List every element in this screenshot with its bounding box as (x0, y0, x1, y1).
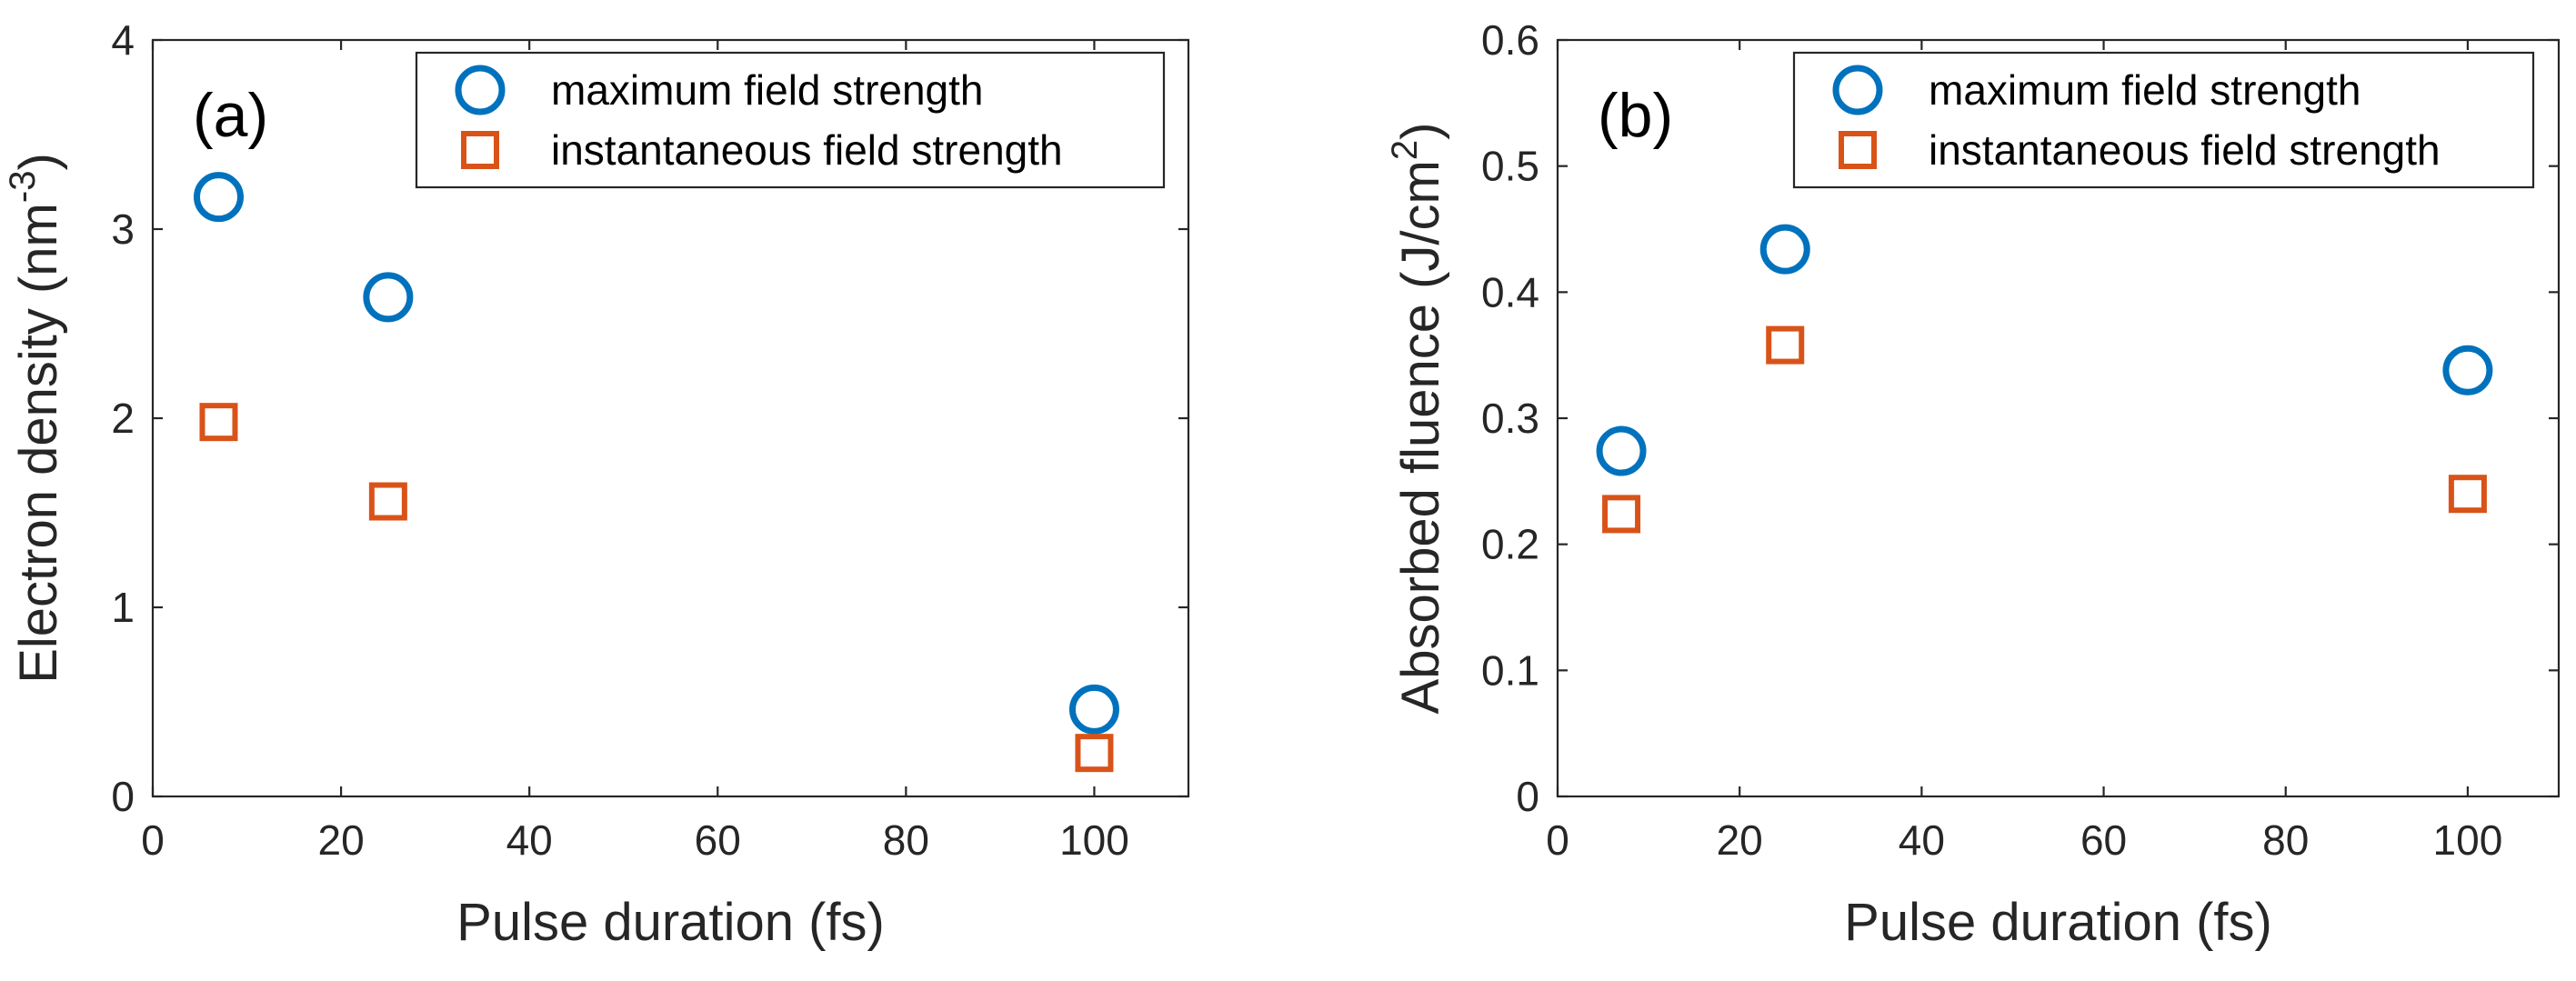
panel-a-electron-density: 0 20 40 60 80 100 0 1 2 3 4 Pulse duration (fs) Elec… (3, 16, 1190, 952)
y-tick-label-b: 0.6 (1481, 16, 1539, 64)
panel-label-b: (b) (1598, 81, 1673, 150)
panel-b-absorbed-fluence: 0 20 40 60 80 100 0 0.1 0.2 0.3 0.4 0.5 0.6 Pulse dur… (1385, 16, 2561, 952)
y-tick-label-b: 0 (1516, 773, 1539, 820)
panel-label-a: (a) (193, 81, 268, 150)
y-tick-label-b: 0.5 (1481, 143, 1539, 190)
legend-label-a: instantaneous field strength (551, 126, 1063, 174)
data-point-square-a (199, 403, 238, 442)
legend-label-b: maximum field strength (1929, 66, 2361, 114)
x-tick-label-a: 100 (1059, 816, 1129, 864)
data-point-square-a (368, 482, 407, 521)
data-point-circle-a (193, 172, 244, 223)
y-axis-title-closing-a: ) (9, 153, 68, 170)
x-tick-label-b: 40 (1899, 816, 1945, 864)
y-axis-title-a: Electron density (nm-3) (3, 153, 68, 684)
x-tick-label-b: 0 (1546, 816, 1569, 864)
y-axis-title-superscript-b: 2 (1385, 140, 1425, 160)
y-tick-label-a: 0 (111, 773, 135, 820)
legend-label-a: maximum field strength (551, 66, 984, 114)
legend-marker-circle-b (1832, 65, 1883, 115)
data-point-circle-b (2442, 345, 2493, 395)
data-point-square-b (1602, 495, 1641, 534)
x-tick-label-b: 20 (1717, 816, 1763, 864)
x-tick-label-a: 60 (695, 816, 741, 864)
x-axis-title-b: Pulse duration (fs) (1844, 893, 2272, 952)
y-tick-label-b: 0.1 (1481, 646, 1539, 694)
data-point-square-b (2448, 475, 2487, 514)
y-axis-title-b: Absorbed fluence (J/cm2) (1385, 123, 1450, 715)
y-axis-title-superscript-a: -3 (3, 171, 43, 204)
x-tick-label-a: 40 (506, 816, 553, 864)
data-point-circle-a (1068, 684, 1119, 735)
y-tick-label-b: 0.4 (1481, 268, 1539, 315)
y-axis-title-closing-b: ) (1391, 123, 1450, 140)
x-axis-title-a: Pulse duration (fs) (456, 893, 885, 952)
x-tick-label-a: 0 (141, 816, 165, 864)
y-axis-title-main-a: Electron density (nm (9, 203, 68, 684)
x-tick-label-b: 80 (2262, 816, 2309, 864)
y-tick-label-a: 1 (111, 584, 135, 631)
y-axis-title-main-b: Absorbed fluence (J/cm (1391, 160, 1450, 714)
legend-box-a (415, 51, 1166, 189)
data-point-square-a (1075, 734, 1114, 773)
x-tick-label-a: 20 (318, 816, 365, 864)
data-point-square-b (1766, 325, 1805, 365)
data-point-circle-b (1759, 224, 1810, 275)
y-tick-label-a: 3 (111, 205, 135, 253)
y-tick-label-a: 4 (111, 16, 135, 64)
x-tick-label-b: 60 (2080, 816, 2127, 864)
legend-marker-square-b (1839, 131, 1877, 169)
legend-b: maximum field strength instantaneous fiel… (1792, 51, 2535, 189)
y-tick-label-a: 2 (111, 395, 135, 442)
x-tick-label-a: 80 (883, 816, 929, 864)
data-point-circle-a (363, 272, 414, 323)
y-tick-label-b: 0.2 (1481, 521, 1539, 568)
x-tick-label-b: 100 (2433, 816, 2503, 864)
y-tick-label-b: 0.3 (1481, 395, 1539, 442)
legend-a: maximum field strength instantaneous fiel… (415, 51, 1166, 189)
legend-marker-square-a (461, 131, 499, 169)
legend-box-b (1792, 51, 2535, 189)
legend-label-b: instantaneous field strength (1929, 126, 2441, 174)
data-point-circle-b (1596, 425, 1647, 476)
legend-marker-circle-a (455, 65, 506, 115)
